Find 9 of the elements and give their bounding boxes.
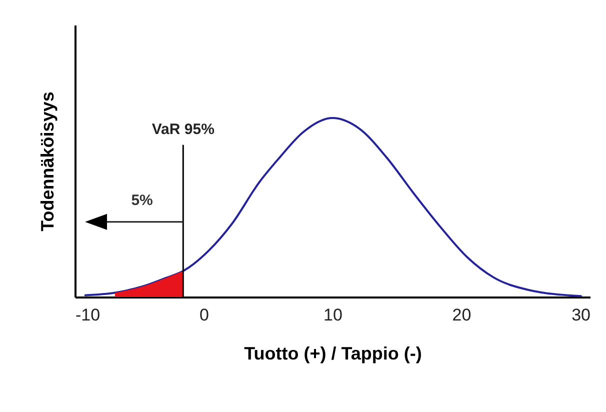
annotation: 5% — [131, 192, 153, 209]
y-axis-title: Todennäköisyys — [38, 92, 58, 232]
x-tick-label: 0 — [200, 306, 209, 324]
x-tick-label: 10 — [324, 306, 342, 324]
x-tick-label: -10 — [76, 306, 100, 324]
x-tick-label: 20 — [452, 306, 472, 324]
x-axis-title: Tuotto (+) / Tappio (-) — [244, 344, 422, 364]
x-tick-label: 30 — [572, 306, 590, 324]
ref-line-label: VaR 95% — [152, 120, 214, 138]
